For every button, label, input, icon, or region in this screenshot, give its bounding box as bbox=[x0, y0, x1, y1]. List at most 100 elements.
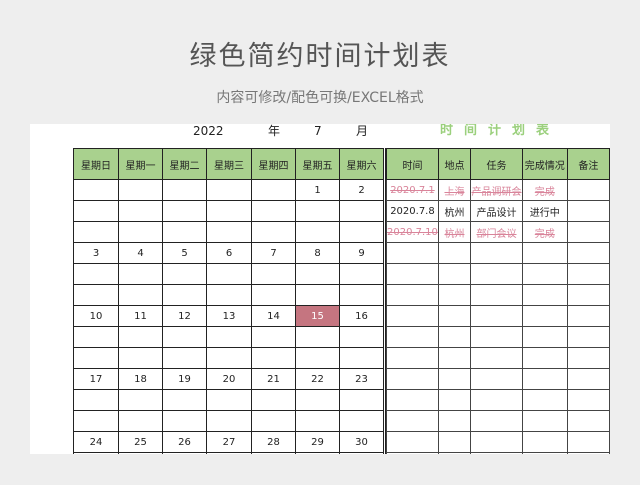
plan-cell-place[interactable]: 杭州 bbox=[437, 221, 472, 243]
calendar-empty-cell[interactable] bbox=[118, 179, 163, 201]
calendar-note-cell[interactable] bbox=[251, 452, 296, 454]
calendar-note-cell[interactable] bbox=[295, 263, 340, 285]
calendar-note-cell[interactable] bbox=[295, 347, 340, 369]
calendar-note-cell[interactable] bbox=[339, 200, 384, 222]
calendar-note-cell[interactable] bbox=[295, 326, 340, 348]
calendar-day-cell[interactable]: 10 bbox=[73, 305, 119, 327]
plan-cell-note[interactable] bbox=[566, 368, 610, 390]
calendar-note-cell[interactable] bbox=[118, 200, 163, 222]
calendar-note-cell[interactable] bbox=[206, 389, 252, 411]
plan-cell-place[interactable] bbox=[437, 389, 472, 411]
calendar-day-cell[interactable]: 25 bbox=[118, 431, 163, 453]
calendar-note-cell[interactable] bbox=[206, 347, 252, 369]
plan-cell-status[interactable] bbox=[521, 368, 568, 390]
plan-cell-time[interactable] bbox=[386, 410, 439, 432]
calendar-note-cell[interactable] bbox=[118, 263, 163, 285]
plan-cell-note[interactable] bbox=[566, 326, 610, 348]
calendar-note-cell[interactable] bbox=[206, 284, 252, 306]
calendar-note-cell[interactable] bbox=[206, 452, 252, 454]
plan-cell-time[interactable] bbox=[386, 347, 439, 369]
plan-cell-status[interactable] bbox=[521, 347, 568, 369]
plan-cell-task[interactable] bbox=[470, 326, 523, 348]
calendar-note-cell[interactable] bbox=[295, 452, 340, 454]
calendar-note-cell[interactable] bbox=[295, 284, 340, 306]
plan-cell-task[interactable] bbox=[470, 431, 523, 453]
plan-cell-status[interactable] bbox=[521, 389, 568, 411]
calendar-day-cell[interactable]: 4 bbox=[118, 242, 163, 264]
calendar-note-cell[interactable] bbox=[251, 410, 296, 432]
calendar-note-cell[interactable] bbox=[162, 326, 207, 348]
calendar-note-cell[interactable] bbox=[339, 221, 384, 243]
plan-cell-note[interactable] bbox=[566, 305, 610, 327]
calendar-day-cell[interactable]: 9 bbox=[339, 242, 384, 264]
plan-cell-note[interactable] bbox=[566, 431, 610, 453]
calendar-note-cell[interactable] bbox=[339, 284, 384, 306]
plan-cell-note[interactable] bbox=[566, 200, 610, 222]
calendar-day-cell[interactable]: 7 bbox=[251, 242, 296, 264]
plan-cell-status[interactable] bbox=[521, 242, 568, 264]
plan-cell-time[interactable] bbox=[386, 284, 439, 306]
calendar-note-cell[interactable] bbox=[206, 410, 252, 432]
plan-cell-task[interactable] bbox=[470, 410, 523, 432]
plan-cell-time[interactable]: 2020.7.8 bbox=[386, 200, 439, 222]
month-value[interactable]: 7 bbox=[314, 124, 322, 138]
calendar-day-cell[interactable]: 24 bbox=[73, 431, 119, 453]
plan-cell-note[interactable] bbox=[566, 347, 610, 369]
calendar-note-cell[interactable] bbox=[339, 410, 384, 432]
calendar-note-cell[interactable] bbox=[251, 284, 296, 306]
calendar-note-cell[interactable] bbox=[118, 221, 163, 243]
plan-cell-task[interactable] bbox=[470, 305, 523, 327]
calendar-note-cell[interactable] bbox=[251, 326, 296, 348]
plan-cell-time[interactable]: 2020.7.1 bbox=[386, 179, 439, 201]
plan-cell-task[interactable] bbox=[470, 368, 523, 390]
calendar-note-cell[interactable] bbox=[118, 326, 163, 348]
calendar-note-cell[interactable] bbox=[162, 263, 207, 285]
plan-cell-status[interactable] bbox=[521, 305, 568, 327]
calendar-note-cell[interactable] bbox=[73, 410, 119, 432]
calendar-day-cell[interactable]: 3 bbox=[73, 242, 119, 264]
calendar-note-cell[interactable] bbox=[73, 452, 119, 454]
plan-cell-status[interactable]: 完成 bbox=[521, 221, 568, 243]
plan-cell-place[interactable] bbox=[437, 410, 472, 432]
plan-cell-note[interactable] bbox=[566, 242, 610, 264]
calendar-note-cell[interactable] bbox=[206, 200, 252, 222]
calendar-note-cell[interactable] bbox=[162, 410, 207, 432]
calendar-day-cell[interactable]: 2 bbox=[339, 179, 384, 201]
plan-cell-note[interactable] bbox=[566, 284, 610, 306]
plan-cell-place[interactable] bbox=[437, 368, 472, 390]
calendar-day-cell[interactable]: 13 bbox=[206, 305, 252, 327]
calendar-note-cell[interactable] bbox=[73, 389, 119, 411]
calendar-empty-cell[interactable] bbox=[206, 179, 252, 201]
calendar-day-cell[interactable]: 1 bbox=[295, 179, 340, 201]
calendar-day-cell[interactable]: 26 bbox=[162, 431, 207, 453]
plan-cell-place[interactable] bbox=[437, 452, 472, 454]
plan-cell-time[interactable] bbox=[386, 368, 439, 390]
plan-cell-task[interactable] bbox=[470, 284, 523, 306]
plan-cell-status[interactable] bbox=[521, 431, 568, 453]
calendar-note-cell[interactable] bbox=[118, 347, 163, 369]
plan-cell-task[interactable] bbox=[470, 452, 523, 454]
calendar-day-cell[interactable]: 23 bbox=[339, 368, 384, 390]
plan-cell-place[interactable] bbox=[437, 326, 472, 348]
plan-cell-time[interactable] bbox=[386, 389, 439, 411]
calendar-note-cell[interactable] bbox=[73, 263, 119, 285]
calendar-note-cell[interactable] bbox=[162, 347, 207, 369]
plan-cell-place[interactable] bbox=[437, 305, 472, 327]
plan-cell-status[interactable]: 完成 bbox=[521, 179, 568, 201]
plan-cell-task[interactable] bbox=[470, 263, 523, 285]
plan-cell-task[interactable] bbox=[470, 242, 523, 264]
calendar-note-cell[interactable] bbox=[73, 200, 119, 222]
plan-cell-note[interactable] bbox=[566, 389, 610, 411]
calendar-day-cell[interactable]: 28 bbox=[251, 431, 296, 453]
calendar-note-cell[interactable] bbox=[73, 221, 119, 243]
plan-cell-note[interactable] bbox=[566, 410, 610, 432]
calendar-note-cell[interactable] bbox=[339, 326, 384, 348]
calendar-day-cell[interactable]: 30 bbox=[339, 431, 384, 453]
calendar-note-cell[interactable] bbox=[162, 200, 207, 222]
plan-cell-place[interactable] bbox=[437, 284, 472, 306]
calendar-note-cell[interactable] bbox=[206, 263, 252, 285]
plan-cell-task[interactable]: 产品设计 bbox=[470, 200, 523, 222]
calendar-day-cell[interactable]: 6 bbox=[206, 242, 252, 264]
calendar-note-cell[interactable] bbox=[251, 347, 296, 369]
calendar-note-cell[interactable] bbox=[339, 389, 384, 411]
